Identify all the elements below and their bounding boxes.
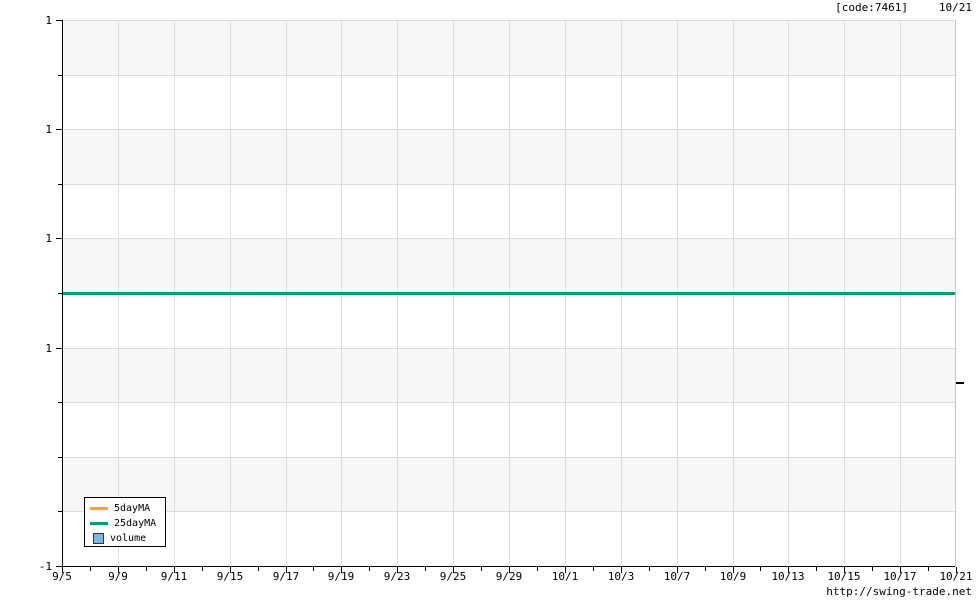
x-axis-tick-major — [62, 567, 63, 573]
x-axis-tick-label: 9/15 — [216, 570, 244, 583]
x-axis-tick-major — [174, 567, 175, 573]
x-axis-tick-label: 10/13 — [771, 570, 805, 583]
y-axis-tick-minor — [58, 75, 62, 76]
y-axis-spine — [62, 20, 63, 567]
y-axis-tick-major — [56, 566, 62, 567]
x-axis-tick-minor — [258, 567, 259, 571]
legend-item-label: volume — [110, 533, 147, 544]
y-axis-tick-major — [56, 20, 62, 21]
x-axis-tick-major — [844, 567, 845, 573]
legend-item-volume[interactable]: volume — [89, 531, 161, 546]
x-axis-tick-label: 9/17 — [272, 570, 300, 583]
x-axis-tick-minor — [537, 567, 538, 571]
y-axis-tick-label: 1 — [45, 232, 52, 245]
x-axis-tick-major — [956, 567, 957, 573]
x-axis-tick-minor — [872, 567, 873, 571]
x-axis-tick-label: 10/1 — [551, 570, 579, 583]
last-value-tick-marker — [956, 382, 964, 384]
y-axis-tick-minor — [58, 511, 62, 512]
x-axis-tick-minor — [369, 567, 370, 571]
x-axis-tick-minor — [481, 567, 482, 571]
y-axis-tick-minor — [58, 402, 62, 403]
x-axis-tick-minor — [202, 567, 203, 571]
x-axis-spine — [62, 566, 956, 567]
x-axis-tick-major — [509, 567, 510, 573]
line-swatch-icon — [90, 507, 108, 510]
x-axis-tick-major — [341, 567, 342, 573]
x-axis-tick-minor — [760, 567, 761, 571]
x-axis-tick-minor — [146, 567, 147, 571]
y-axis-tick-minor — [58, 457, 62, 458]
stock-code-label: [code:7461] — [835, 1, 908, 14]
legend-item-5dayma[interactable]: 5dayMA — [89, 501, 161, 516]
x-axis-tick-major — [118, 567, 119, 573]
legend-item-25dayma[interactable]: 25dayMA — [89, 516, 161, 531]
y-axis-tick-label: 1 — [45, 123, 52, 136]
x-axis-tick-label: 10/21 — [939, 570, 973, 583]
x-axis-tick-label: 10/15 — [827, 570, 861, 583]
y-axis-tick-label: -1 — [38, 560, 52, 573]
x-axis-tick-major — [286, 567, 287, 573]
x-axis-tick-minor — [649, 567, 650, 571]
x-axis-tick-minor — [593, 567, 594, 571]
x-axis-tick-major — [733, 567, 734, 573]
x-axis-tick-label: 10/7 — [663, 570, 691, 583]
y-axis-tick-major — [56, 348, 62, 349]
x-axis-tick-label: 9/29 — [495, 570, 523, 583]
x-axis-tick-major — [453, 567, 454, 573]
x-axis-tick-major — [565, 567, 566, 573]
x-axis-tick-label: 9/5 — [52, 570, 72, 583]
right-axis-spine — [955, 20, 956, 567]
x-axis-tick-major — [788, 567, 789, 573]
y-axis-tick-minor — [58, 293, 62, 294]
y-axis-tick-major — [56, 129, 62, 130]
chart-plot-area — [62, 20, 956, 566]
x-axis-tick-major — [397, 567, 398, 573]
line-swatch-icon — [90, 522, 108, 525]
box-swatch-icon — [93, 533, 104, 544]
x-axis-tick-minor — [313, 567, 314, 571]
x-axis-tick-minor — [816, 567, 817, 571]
x-axis-tick-label: 9/23 — [383, 570, 411, 583]
x-axis-tick-minor — [705, 567, 706, 571]
x-axis-tick-label: 9/11 — [160, 570, 188, 583]
legend-item-label: 5dayMA — [114, 503, 151, 514]
x-axis-tick-label: 10/17 — [883, 570, 917, 583]
x-axis-tick-label: 9/25 — [439, 570, 467, 583]
x-axis-tick-minor — [425, 567, 426, 571]
chart-header: [code:7461] 10/21 — [0, 0, 980, 18]
y-axis-tick-label: 1 — [45, 14, 52, 27]
y-axis-tick-label: 1 — [45, 342, 52, 355]
site-url-label: http://swing-trade.net — [826, 585, 972, 598]
x-axis-tick-minor — [928, 567, 929, 571]
legend-item-label: 25dayMA — [114, 518, 157, 529]
chart-legend[interactable]: 5dayMA 25dayMA volume — [84, 497, 166, 547]
x-axis-tick-label: 9/9 — [108, 570, 128, 583]
y-axis-tick-major — [56, 238, 62, 239]
x-axis-tick-label: 10/3 — [607, 570, 635, 583]
series-line-25dayma — [62, 292, 956, 295]
x-axis-tick-label: 9/19 — [327, 570, 355, 583]
header-date-label: 10/21 — [938, 1, 972, 14]
x-axis-tick-label: 10/9 — [719, 570, 747, 583]
x-axis-tick-major — [677, 567, 678, 573]
x-axis-tick-major — [621, 567, 622, 573]
x-axis-tick-major — [230, 567, 231, 573]
x-axis-tick-major — [900, 567, 901, 573]
y-axis-tick-minor — [58, 184, 62, 185]
x-axis-tick-minor — [90, 567, 91, 571]
